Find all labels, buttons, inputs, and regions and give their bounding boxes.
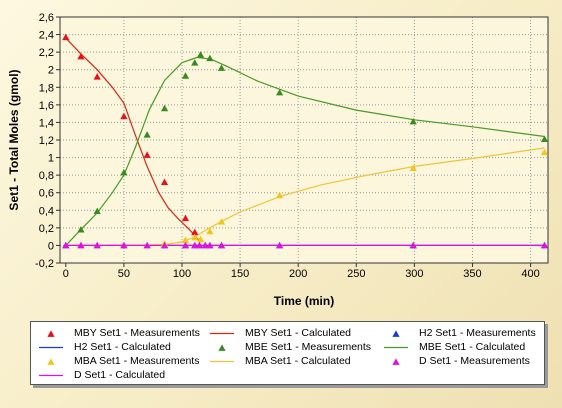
data-point: [62, 241, 70, 249]
data-point: [206, 54, 214, 62]
data-point: [540, 241, 549, 249]
legend-label: MBY Set1 - Calculated: [245, 327, 352, 339]
data-point: [160, 178, 169, 186]
data-point: [93, 73, 101, 80]
y-tick-label: 0: [48, 240, 54, 252]
legend-line-swatch: [210, 332, 234, 335]
data-point: [217, 241, 226, 249]
data-point: [120, 168, 128, 176]
data-point: [181, 241, 190, 249]
y-tick-label: 1: [48, 153, 54, 165]
data-point: [276, 191, 284, 199]
y-tick-label: 2,2: [39, 47, 54, 59]
legend-triangle-swatch: [47, 330, 55, 337]
data-point: [77, 226, 85, 233]
legend-line-swatch: [39, 374, 63, 377]
mbe-set1-calculatedline: [65, 56, 545, 246]
y-tick-label: 1,8: [39, 82, 54, 94]
y-tick-label: 0,8: [39, 170, 54, 182]
y-tick-label: 2: [48, 65, 54, 77]
y-tick-label: 0,4: [39, 205, 54, 217]
data-point: [409, 164, 417, 171]
data-point: [195, 241, 204, 249]
x-tick-label: 200: [289, 268, 307, 280]
series-markers: [62, 33, 549, 249]
legend-triangle-swatch: [392, 358, 400, 365]
x-axis-title: Time (min): [274, 294, 334, 308]
data-point: [93, 207, 101, 215]
data-point: [160, 104, 169, 112]
data-point: [206, 241, 214, 249]
legend-line-swatch: [210, 360, 234, 363]
legend-triangle-swatch: [218, 344, 226, 351]
data-point: [196, 51, 205, 58]
y-tick-label: 0,2: [39, 223, 54, 235]
y-tick-label: 2,6: [39, 12, 54, 24]
data-point: [540, 135, 549, 143]
legend-label: D Set1 - Measurements: [419, 355, 530, 367]
y-axis-title: Set1 - Total Moles (gmol): [7, 69, 21, 210]
legend-line-swatch: [384, 346, 408, 349]
data-point: [77, 52, 85, 60]
x-tick-label: 50: [118, 268, 130, 280]
legend-label: H2 Set1 - Measurements: [419, 327, 536, 339]
data-point: [276, 241, 284, 249]
y-tick-label: 2,4: [39, 30, 54, 42]
data-point: [120, 241, 128, 249]
data-point: [181, 214, 190, 222]
data-point: [143, 131, 151, 138]
data-point: [143, 241, 151, 249]
data-point: [409, 117, 417, 125]
data-point: [191, 241, 199, 249]
moles-vs-time-chart: 0 50 100 150 200 250 300 350 400 -0,2 0 0,2 0,4 0,6 0,…: [7, 12, 549, 308]
x-tick-label: 100: [173, 268, 191, 280]
legend-label: MBA Set1 - Calculated: [245, 355, 351, 367]
data-point: [540, 148, 549, 156]
legend-label: D Set1 - Calculated: [74, 369, 166, 381]
data-point: [191, 59, 199, 66]
y-tick-label: 0,6: [39, 188, 54, 200]
legend-label: MBE Set1 - Calculated: [419, 341, 526, 353]
mba-set1-calculatedline: [65, 147, 545, 246]
x-tick-label: 150: [231, 268, 249, 280]
data-point: [77, 241, 85, 249]
data-point: [181, 72, 190, 79]
data-point: [206, 227, 214, 235]
legend-label: MBY Set1 - Measurements: [74, 327, 200, 339]
legend-line-swatch: [39, 346, 63, 349]
legend-triangle-swatch: [392, 330, 400, 337]
data-point: [181, 236, 190, 244]
x-tick-label: 250: [347, 268, 365, 280]
data-point: [196, 235, 205, 243]
mby-set1-measurementsmarkers: [62, 33, 199, 236]
data-point: [191, 233, 199, 241]
x-tick-label: 400: [521, 268, 539, 280]
data-point: [93, 241, 101, 249]
d-set1-measurementsmarkers: [62, 241, 549, 249]
y-tick-label: 1,6: [39, 100, 54, 112]
chart-legend: MBY Set1 - Measurements MBY Set1 - Calcul…: [30, 321, 545, 385]
x-tick-label: 300: [405, 268, 423, 280]
legend-label: MBE Set1 - Measurements: [245, 341, 372, 353]
legend-label: MBA Set1 - Measurements: [74, 355, 200, 367]
x-tick-label: 350: [463, 268, 481, 280]
x-tick-label: 0: [63, 268, 69, 280]
data-point: [160, 241, 169, 249]
mbe-set1-measurementsmarkers: [77, 51, 549, 233]
y-tick-label: 1,4: [39, 117, 54, 129]
data-point: [191, 228, 199, 236]
y-tick-label: -0,2: [35, 258, 54, 270]
y-tick-label: 1,2: [39, 135, 54, 147]
data-point: [143, 151, 151, 158]
data-point: [217, 218, 226, 225]
data-point: [276, 88, 284, 96]
data-point: [409, 241, 417, 249]
legend-triangle-swatch: [47, 358, 55, 365]
legend-label: H2 Set1 - Calculated: [74, 341, 171, 353]
data-point: [217, 64, 226, 71]
data-point: [62, 33, 70, 41]
data-point: [120, 112, 128, 120]
data-point: [201, 241, 209, 249]
